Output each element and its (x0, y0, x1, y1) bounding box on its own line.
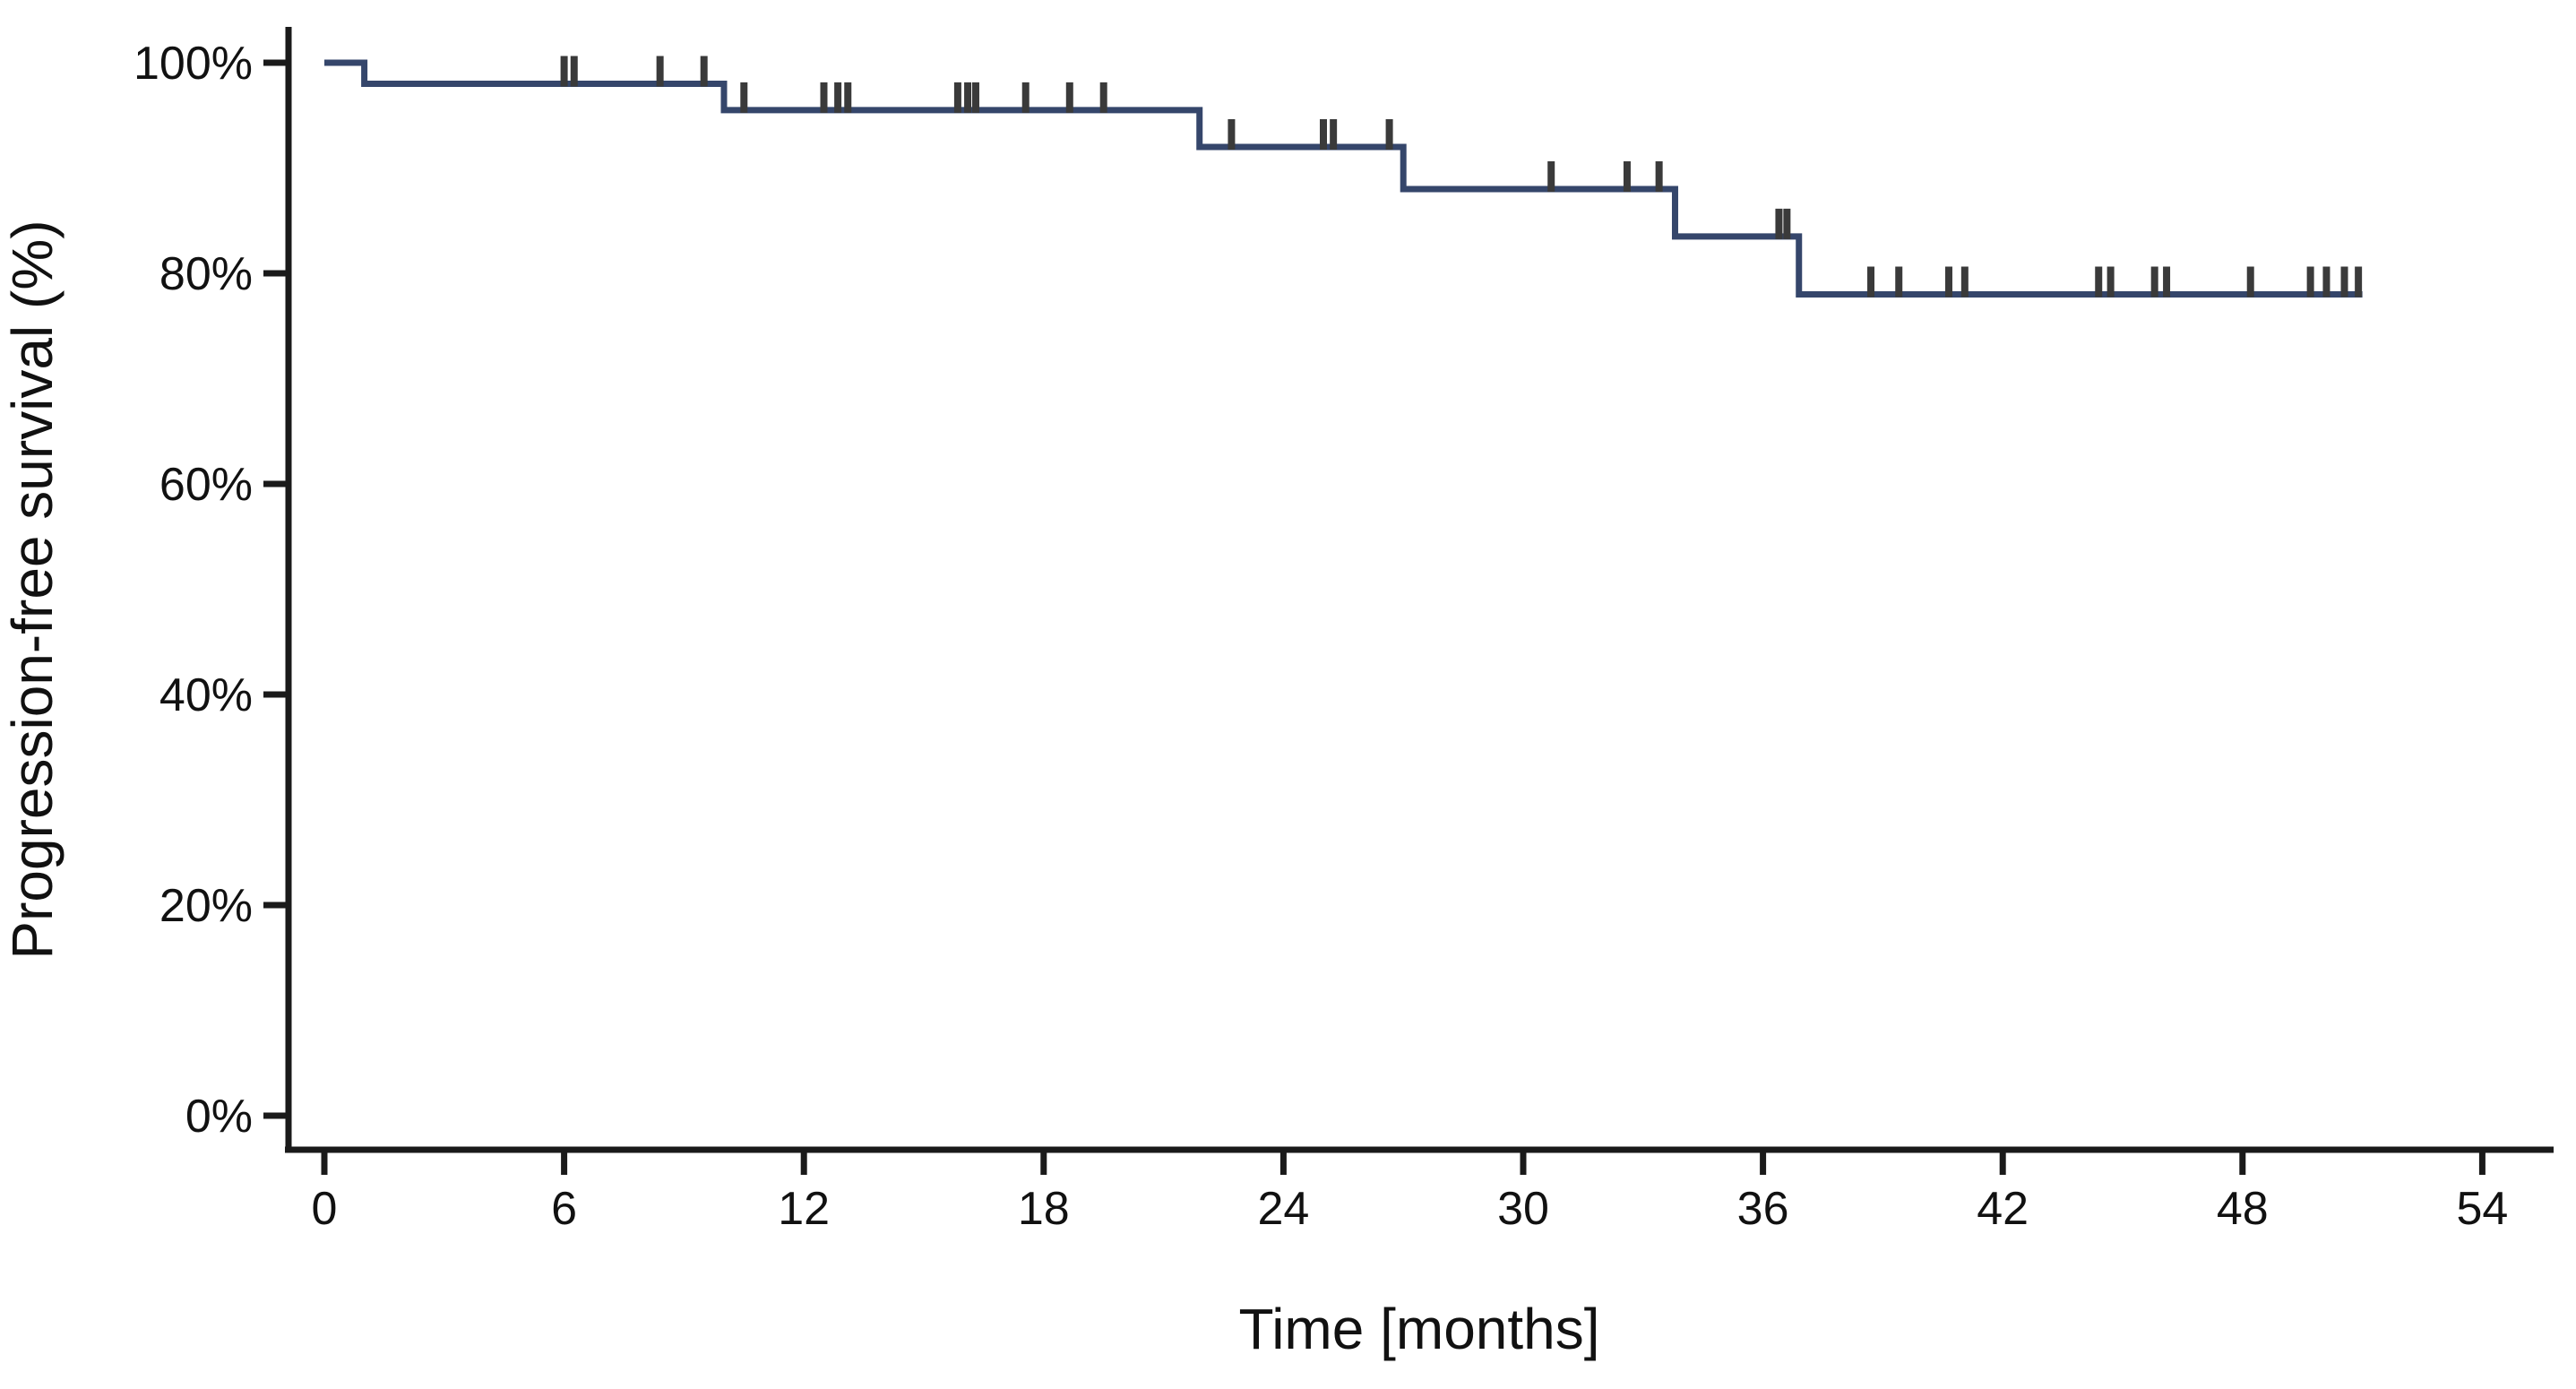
x-tick-label: 18 (1018, 1183, 1070, 1235)
y-tick-label: 80% (159, 248, 253, 300)
x-tick-label: 36 (1737, 1183, 1789, 1235)
x-tick-label: 12 (778, 1183, 830, 1235)
x-tick-label: 6 (551, 1183, 577, 1235)
y-tick-label: 40% (159, 669, 253, 721)
x-tick-label: 48 (2217, 1183, 2269, 1235)
x-axis-title: Time [months] (1238, 1297, 1599, 1361)
y-tick-label: 0% (185, 1091, 253, 1143)
x-tick-label: 42 (1977, 1183, 2029, 1235)
x-tick-label: 30 (1497, 1183, 1549, 1235)
y-axis-title: Progression-free survival (%) (0, 220, 65, 959)
plot-area: 0% 20% 40% 60% 80% 100% 0 6 12 18 24 30 36 42 48 54 (134, 27, 2554, 1235)
survival-curve (324, 59, 2363, 298)
x-tick-label: 24 (1257, 1183, 1309, 1235)
y-tick-label: 60% (159, 459, 253, 511)
x-tick-label: 54 (2456, 1183, 2508, 1235)
x-tick-label: 0 (312, 1183, 338, 1235)
y-tick-label: 100% (134, 38, 253, 90)
y-tick-label: 20% (159, 880, 253, 932)
